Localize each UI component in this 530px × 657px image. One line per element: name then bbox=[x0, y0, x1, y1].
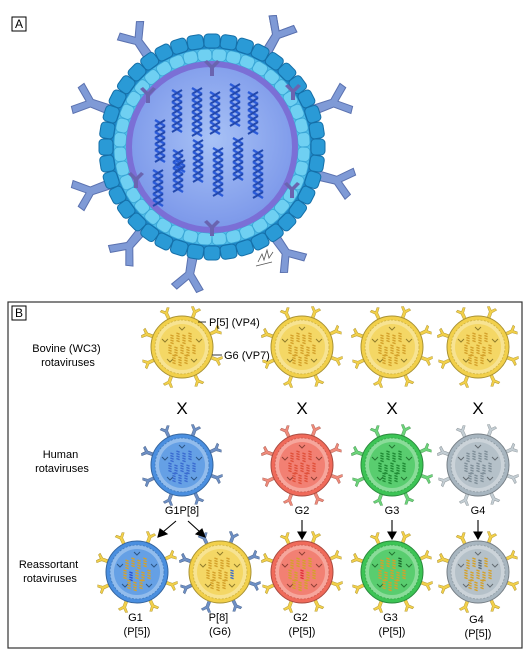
dsrna-segment-icon bbox=[232, 136, 244, 182]
panel-b-label: B bbox=[15, 306, 23, 320]
human-label-g4: G4 bbox=[471, 505, 486, 517]
row-label-human: Human rotaviruses bbox=[35, 449, 89, 475]
human-particle-g2 bbox=[261, 424, 343, 506]
human-particle-g3 bbox=[351, 424, 433, 506]
reassortant-label-3: G2 (P[5]) bbox=[289, 612, 316, 638]
rotavirus-particle-illustration bbox=[70, 15, 357, 294]
polymerase-icon bbox=[204, 60, 220, 76]
polymerase-icon bbox=[140, 87, 156, 103]
human-particle-g1p8 bbox=[141, 424, 223, 506]
polymerase-icon bbox=[128, 172, 144, 188]
dsrna-segment-icon bbox=[192, 138, 204, 184]
dsrna-segment-icon bbox=[247, 90, 259, 136]
dsrna-segment-icon bbox=[174, 158, 186, 174]
row-label-reassortant: Reassortant rotaviruses bbox=[19, 559, 81, 585]
cross-symbol-3: X bbox=[386, 399, 397, 418]
cross-symbol-1: X bbox=[176, 399, 187, 418]
bovine-particle-4 bbox=[437, 306, 519, 388]
dsrna-segment-icon bbox=[154, 118, 166, 164]
vp7-annotation: G6 (VP7) bbox=[212, 350, 270, 362]
reassortant-particle-g1 bbox=[96, 531, 178, 613]
reassortant-label-1: G1 (P[5]) bbox=[124, 612, 151, 638]
dsrna-segment-icon bbox=[212, 146, 224, 198]
vp4-annotation: P[5] (VP4) bbox=[198, 317, 260, 329]
human-particle-g4 bbox=[437, 424, 519, 506]
polymerase-icon bbox=[204, 220, 220, 236]
bovine-particle-1 bbox=[141, 306, 223, 388]
vp4-label: P[5] (VP4) bbox=[209, 317, 260, 329]
cross-symbol-2: X bbox=[296, 399, 307, 418]
dsrna-segment-icon bbox=[229, 82, 241, 128]
reassortant-label-2: P[8] (G6) bbox=[209, 612, 232, 638]
reassortant-label-4: G3 (P[5]) bbox=[379, 612, 406, 638]
reassortant-particle-g3 bbox=[351, 531, 433, 613]
reassortant-particle-g2 bbox=[261, 531, 343, 613]
dsrna-segment-icon bbox=[191, 86, 203, 138]
reassortant-particle-p8 bbox=[179, 531, 261, 613]
polymerase-icon bbox=[284, 182, 300, 198]
bovine-particle-3 bbox=[351, 306, 433, 388]
human-label-g3: G3 bbox=[385, 505, 400, 517]
reassortment-arrows bbox=[157, 520, 483, 541]
bovine-particle-2 bbox=[261, 306, 343, 388]
human-label-g1p8: G1P[8] bbox=[165, 505, 199, 517]
reassortant-label-5: G4 (P[5]) bbox=[465, 614, 492, 640]
panel-a-label: A bbox=[15, 17, 23, 31]
panel-b: B Bovine (WC3) rotaviruses Human rotavir… bbox=[7, 301, 523, 649]
panel-b-particles bbox=[96, 306, 519, 613]
cross-symbol-4: X bbox=[472, 399, 483, 418]
artist-signature bbox=[255, 248, 274, 267]
dsrna-segment-icon bbox=[152, 168, 164, 208]
vp7-label: G6 (VP7) bbox=[224, 350, 270, 362]
polymerase-icon bbox=[285, 84, 301, 100]
row-label-bovine: Bovine (WC3) rotaviruses bbox=[32, 343, 104, 369]
reassortant-particle-g4 bbox=[437, 531, 519, 613]
dsrna-segment-icon bbox=[252, 148, 264, 200]
dsrna-segment-icon bbox=[171, 88, 183, 134]
dsrna-segment-icon bbox=[209, 90, 221, 136]
panel-a: A bbox=[11, 15, 357, 294]
human-label-g2: G2 bbox=[295, 505, 310, 517]
